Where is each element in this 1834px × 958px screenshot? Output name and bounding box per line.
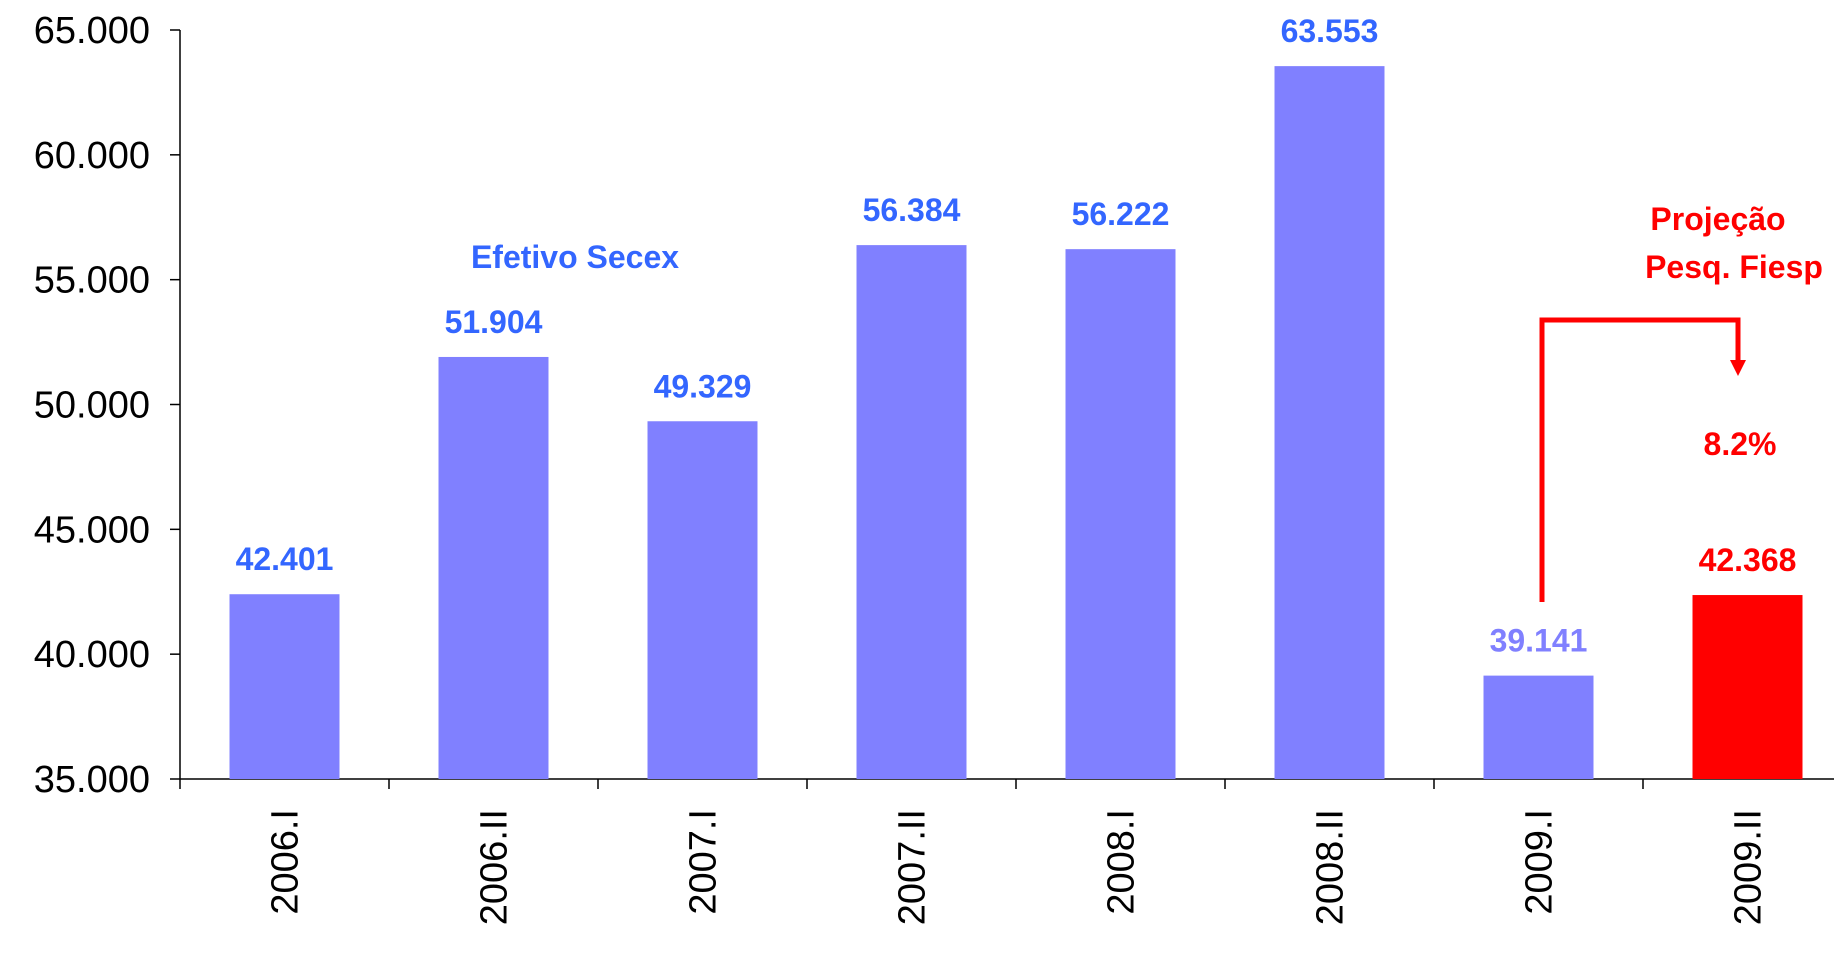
bar-value-label: 51.904 — [445, 304, 543, 340]
y-tick-label: 50.000 — [34, 385, 150, 427]
bar-2009.I — [1483, 675, 1594, 779]
bars — [229, 66, 1803, 779]
x-category-label: 2006.II — [474, 809, 516, 925]
growth-label: 8.2% — [1704, 426, 1777, 462]
projection-label-line2: Pesq. Fiesp — [1645, 249, 1823, 285]
x-category-label: 2007.I — [683, 809, 725, 915]
x-category-label: 2008.II — [1310, 809, 1352, 925]
bar-value-label: 42.401 — [236, 541, 334, 577]
projection-label-line1: Projeção — [1650, 201, 1785, 237]
growth-bracket-arrow — [1539, 317, 1741, 602]
bar-2009.II — [1692, 595, 1803, 779]
x-category-label: 2007.II — [892, 809, 934, 925]
y-tick-label: 35.000 — [34, 759, 150, 801]
bar-2008.II — [1274, 66, 1385, 779]
bar-2007.I — [647, 421, 758, 779]
bar-2007.II — [856, 245, 967, 779]
y-axis: 35.000 40.000 45.000 50.000 55.000 60.000 65.0… — [34, 10, 181, 801]
actual-series-label: Efetivo Secex — [471, 239, 679, 275]
x-axis: 2006.I 2006.II 2007.I 2007.II 2008.I 2008.II 2… — [179, 778, 1834, 925]
bar-value-label: 56.384 — [863, 192, 961, 228]
x-category-label: 2006.I — [265, 809, 307, 915]
y-tick-label: 45.000 — [34, 509, 150, 551]
growth-arrowhead — [1730, 360, 1746, 376]
bar-2006.I — [229, 594, 340, 779]
y-tick-label: 40.000 — [34, 634, 150, 676]
bar-value-labels: 42.401 51.904 49.329 56.384 56.222 63.553 39.1… — [236, 13, 1797, 658]
bar-value-label: 42.368 — [1699, 542, 1797, 578]
y-tick-label: 65.000 — [34, 10, 150, 52]
bar-2008.I — [1065, 249, 1176, 779]
bar-2006.II — [438, 356, 549, 779]
bar-value-label: 63.553 — [1281, 13, 1379, 49]
bar-value-label: 39.141 — [1490, 623, 1588, 659]
y-tick-label: 55.000 — [34, 260, 150, 302]
bar-value-label: 56.222 — [1072, 196, 1170, 232]
x-category-label: 2008.I — [1101, 809, 1143, 915]
bar-value-label: 49.329 — [654, 368, 752, 404]
x-category-label: 2009.II — [1728, 809, 1770, 925]
y-tick-label: 60.000 — [34, 135, 150, 177]
x-category-label: 2009.I — [1519, 809, 1561, 915]
